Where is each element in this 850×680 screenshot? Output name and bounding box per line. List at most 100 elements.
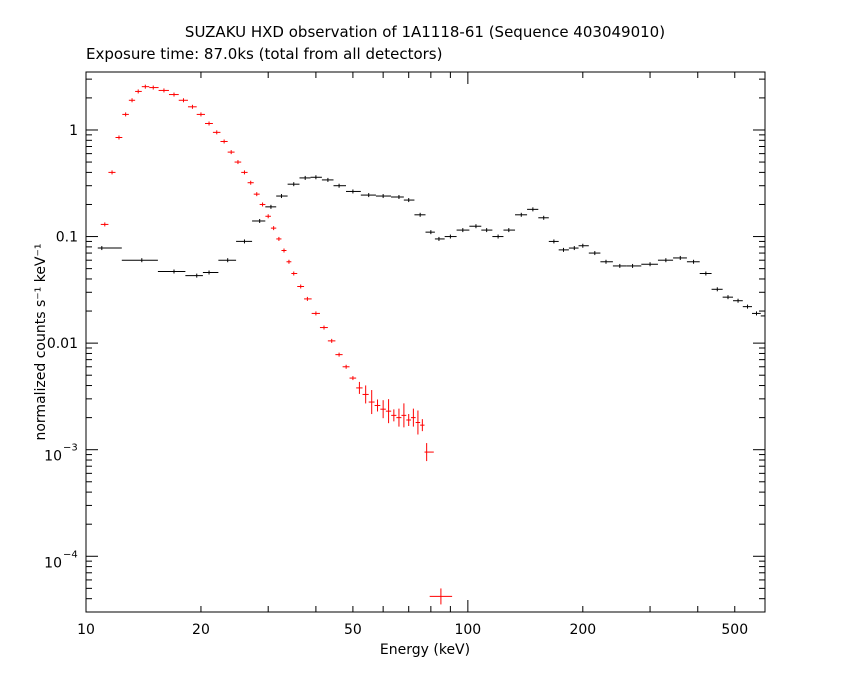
data-point — [527, 207, 539, 212]
y-axis-label: normalized counts s⁻¹ keV⁻¹ — [33, 243, 49, 440]
data-point — [128, 98, 136, 103]
data-point — [202, 270, 219, 275]
y-tick-exponent: −4 — [63, 549, 78, 560]
data-point — [335, 352, 343, 357]
series-0 — [100, 84, 453, 605]
data-point — [168, 92, 179, 97]
data-point — [752, 311, 761, 316]
data-point — [342, 364, 350, 369]
y-tick-exponent: −3 — [63, 443, 78, 454]
data-point — [115, 135, 123, 140]
data-point — [444, 234, 457, 239]
data-point — [333, 183, 346, 188]
data-point — [391, 409, 397, 422]
data-point — [304, 296, 312, 301]
data-point — [568, 246, 579, 251]
data-point — [548, 239, 559, 244]
data-point — [711, 287, 723, 292]
data-point — [259, 202, 266, 207]
data-point — [100, 222, 109, 227]
data-point — [415, 410, 421, 435]
y-tick-label: 10 — [44, 555, 62, 571]
data-point — [122, 112, 129, 117]
data-point — [135, 89, 142, 94]
chart-title: SUZAKU HXD observation of 1A1118-61 (Seq… — [185, 23, 665, 41]
data-point — [538, 215, 549, 220]
data-point — [252, 218, 266, 223]
chart-subtitle: Exposure time: 87.0ks (total from all de… — [86, 45, 442, 63]
series-layer — [97, 84, 766, 605]
x-tick-label: 10 — [77, 622, 95, 638]
x-tick-label: 500 — [721, 622, 748, 638]
data-point — [456, 228, 470, 233]
data-point — [270, 226, 277, 231]
data-point — [414, 212, 426, 217]
data-point — [429, 588, 453, 605]
data-point — [362, 385, 369, 404]
data-point — [360, 193, 376, 198]
data-point — [121, 258, 158, 263]
data-point — [204, 121, 213, 126]
data-point — [424, 443, 434, 462]
data-point — [286, 259, 292, 264]
data-point — [742, 304, 753, 309]
data-point — [699, 271, 712, 276]
data-point — [406, 413, 412, 426]
data-point — [349, 376, 357, 381]
data-point — [492, 234, 504, 239]
data-point — [760, 313, 766, 318]
x-tick-labels: 10 20 50 100 200 500 — [77, 622, 748, 638]
data-point — [385, 399, 392, 424]
data-point — [281, 248, 287, 253]
data-point — [345, 189, 361, 194]
data-point — [234, 160, 242, 165]
data-point — [503, 228, 516, 233]
data-point — [149, 85, 159, 90]
data-point — [212, 130, 221, 135]
data-point — [196, 112, 205, 117]
data-point — [241, 170, 248, 175]
y-tick-label: 0.1 — [56, 230, 78, 246]
data-point — [108, 170, 116, 175]
data-point — [220, 139, 228, 144]
data-point — [396, 408, 402, 427]
data-point — [218, 258, 237, 263]
x-axis-label: Energy (keV) — [380, 642, 470, 658]
data-point — [434, 236, 445, 241]
data-point — [321, 177, 334, 182]
data-point — [265, 204, 277, 209]
data-point — [588, 251, 601, 256]
data-point — [356, 381, 363, 394]
data-point — [626, 263, 642, 268]
data-point — [420, 419, 425, 432]
data-point — [391, 195, 404, 200]
major-ticks — [85, 72, 765, 612]
data-point — [612, 263, 627, 268]
data-point — [686, 259, 700, 264]
data-point — [291, 271, 298, 276]
data-point — [401, 403, 407, 428]
data-point — [236, 239, 253, 244]
data-point — [375, 194, 392, 199]
data-point — [227, 150, 235, 155]
data-point — [287, 182, 300, 187]
x-tick-label: 200 — [569, 622, 596, 638]
data-point — [247, 180, 254, 185]
data-point — [157, 269, 186, 274]
data-point — [641, 262, 658, 267]
data-point — [558, 247, 569, 252]
y-tick-label: 0.01 — [47, 336, 78, 352]
data-point — [310, 175, 322, 180]
data-point — [380, 400, 386, 419]
data-point — [515, 212, 528, 217]
data-point — [368, 390, 375, 415]
y-tick-label: 1 — [69, 123, 78, 139]
data-point — [411, 408, 416, 427]
data-point — [319, 325, 328, 330]
data-point — [265, 214, 271, 219]
data-point — [276, 194, 288, 199]
series-1 — [97, 175, 766, 318]
x-tick-label: 100 — [454, 622, 481, 638]
